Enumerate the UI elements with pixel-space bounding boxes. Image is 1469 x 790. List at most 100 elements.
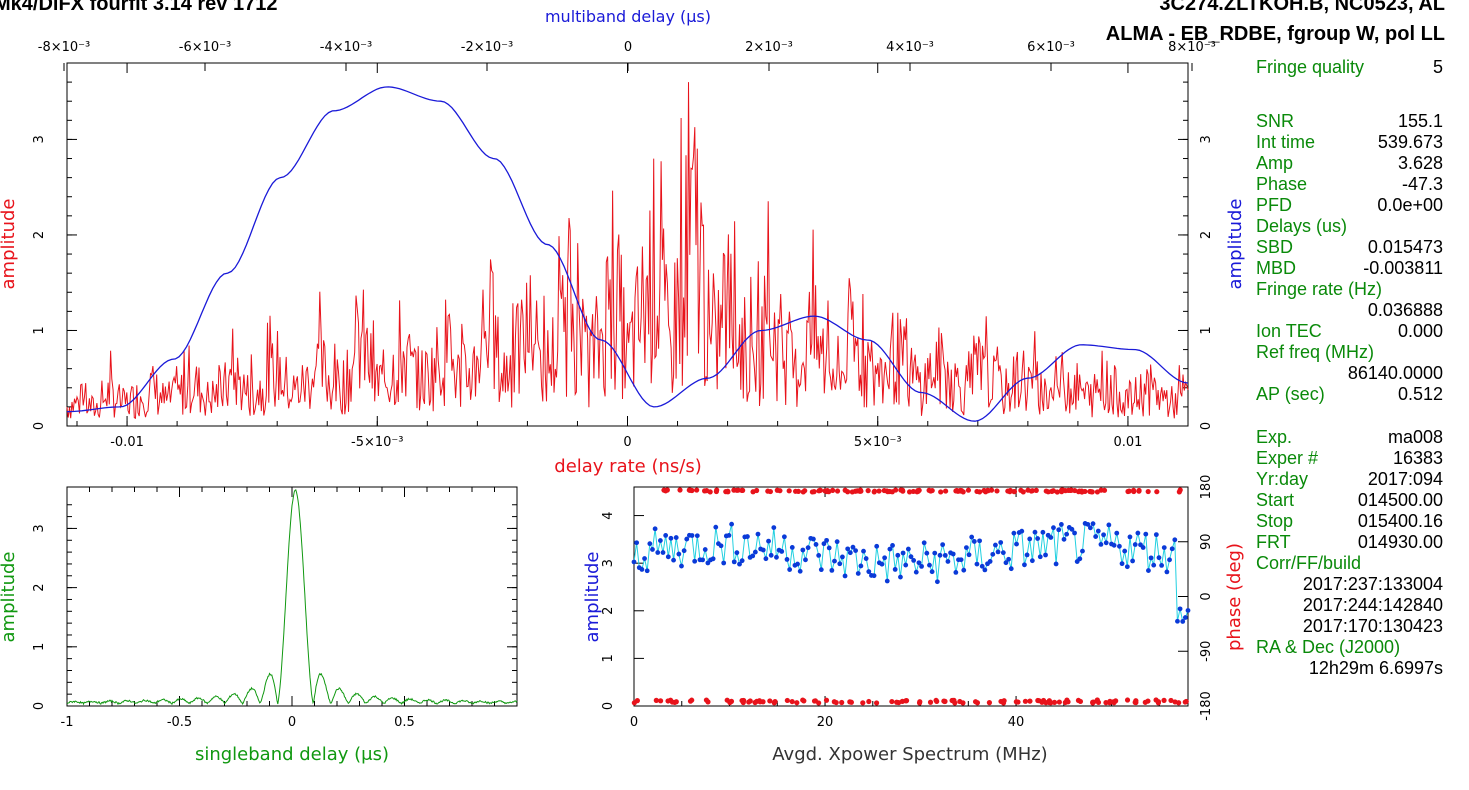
amplitude-point	[768, 552, 774, 558]
amplitude-point	[731, 559, 737, 565]
amplitude-point	[890, 543, 895, 548]
phase-point	[1125, 488, 1131, 495]
yrday-value: 2017:094	[1367, 469, 1443, 489]
phase-point	[1132, 699, 1138, 705]
phase-point	[1029, 488, 1036, 494]
amplitude-point	[1132, 542, 1138, 547]
phase-point	[767, 698, 773, 704]
sbd-axis-ticks: -1 -0.5 0 0.5 0 1 2 3	[32, 487, 518, 730]
phase-point	[786, 488, 792, 494]
main-top-tick-label: -6×10⁻³	[179, 40, 231, 55]
amplitude-point	[1072, 530, 1077, 536]
main-top-tick-label: 2×10⁻³	[745, 40, 793, 55]
amplitude-point	[840, 554, 845, 560]
main-top-tick-label: 4×10⁻³	[886, 40, 934, 55]
amplitude-point	[1135, 530, 1141, 536]
phase-point	[915, 488, 921, 494]
phase-point	[965, 487, 972, 493]
amplitude-point	[1087, 525, 1093, 531]
amplitude-point	[752, 549, 758, 555]
sbd-ytick-label: 1	[32, 643, 47, 651]
amplitude-point	[1111, 542, 1117, 548]
amplitude-point	[863, 556, 869, 561]
xp-ytick-right-label: 90	[1199, 533, 1214, 550]
xp-ytick-right-label: 180	[1199, 475, 1214, 500]
phase-point	[694, 487, 700, 493]
xp-ytick-label: 4	[601, 511, 616, 519]
phase-point	[1101, 487, 1108, 493]
amplitude-point	[1027, 536, 1033, 542]
fringe-quality-value: 5	[1432, 57, 1443, 77]
phase-point	[734, 487, 740, 493]
main-plot-frame	[66, 62, 1189, 427]
main-xtick-label: -0.01	[110, 435, 144, 450]
amplitude-point	[1175, 618, 1180, 624]
xpower-spectrum-plot: 0 20 40 0 1 2 3 4 -180 -90 0 90 180 Avgd. Xpower Spe…	[582, 475, 1245, 765]
xp-ytick-right-label: -180	[1199, 691, 1214, 721]
phase-point	[1124, 697, 1131, 703]
phase-point	[906, 489, 913, 495]
phase-point	[789, 698, 795, 705]
amplitude-point	[702, 547, 708, 552]
amplitude-point	[1114, 530, 1120, 536]
phase-point	[772, 698, 778, 705]
amplitude-point	[903, 562, 909, 568]
amplitude-point	[887, 546, 893, 552]
amplitude-point	[673, 535, 679, 540]
amplitude-point	[694, 533, 700, 539]
amplitude-point	[945, 559, 951, 564]
amplitude-point	[1169, 546, 1175, 552]
amplitude-point	[679, 563, 684, 569]
sbd-xtick-label: 0.5	[394, 715, 415, 730]
phase-point	[926, 487, 932, 493]
amplitude-point	[660, 550, 666, 555]
amplitude-point	[1161, 545, 1167, 551]
amplitude-point	[969, 534, 975, 540]
amplitude-point	[1003, 560, 1009, 566]
amplitude-point	[871, 573, 877, 579]
phase-point	[823, 697, 830, 703]
phase-label: Phase	[1256, 174, 1308, 194]
phase-point	[917, 699, 923, 705]
start-value: 014500.00	[1357, 490, 1443, 510]
amplitude-point	[934, 579, 940, 585]
corr-label: Corr/FF/build	[1256, 553, 1362, 573]
phase-point	[848, 699, 855, 705]
amplitude-point	[803, 557, 808, 563]
amplitude-point	[905, 546, 911, 552]
amplitude-point	[1164, 569, 1170, 575]
phase-point	[976, 489, 983, 495]
phase-point	[927, 699, 934, 705]
main-xtick-label: 5×10⁻³	[854, 435, 902, 450]
top-axis-ticks: -8×10⁻³ -6×10⁻³ -4×10⁻³ -2×10⁻³ 0 2×10⁻³ 4×10⁻…	[38, 40, 1216, 71]
phase-point	[1082, 488, 1088, 495]
phase-point	[1168, 697, 1174, 704]
amplitude-point	[874, 543, 880, 549]
stop-value: 015400.16	[1357, 511, 1443, 531]
amplitude-point	[845, 546, 851, 552]
amplitude-point	[1182, 615, 1188, 620]
xpower-xlabel: Avgd. Xpower Spectrum (MHz)	[772, 744, 1047, 765]
radec-label: RA & Dec (J2000)	[1256, 637, 1401, 657]
amplitude-point	[913, 569, 919, 575]
phase-point	[701, 488, 708, 494]
amplitude-point	[1185, 608, 1191, 613]
amplitude-point	[774, 554, 779, 560]
amplitude-point	[734, 550, 740, 556]
ra-value: 12h29m 6.6997s	[1308, 658, 1443, 678]
phase-point	[903, 698, 909, 704]
title-left: Mk4/DiFX fourfit 3.14 rev 1712	[0, 0, 277, 15]
amplitude-point	[971, 539, 977, 544]
title-right-1: 3C274.ZLTKOH.B, NC0523, AL	[1159, 0, 1445, 15]
amplitude-point	[916, 560, 922, 566]
amplitude-point	[977, 538, 982, 544]
fringe-rate-series	[66, 82, 1189, 419]
main-top-tick-label: -2×10⁻³	[461, 40, 513, 55]
fringe-rate-value: 0.036888	[1367, 300, 1443, 320]
phase-point	[687, 698, 694, 704]
phase-point	[669, 699, 675, 705]
phase-point	[673, 699, 679, 705]
phase-point	[938, 489, 944, 495]
amplitude-point	[787, 567, 793, 572]
amplitude-point	[639, 567, 645, 572]
